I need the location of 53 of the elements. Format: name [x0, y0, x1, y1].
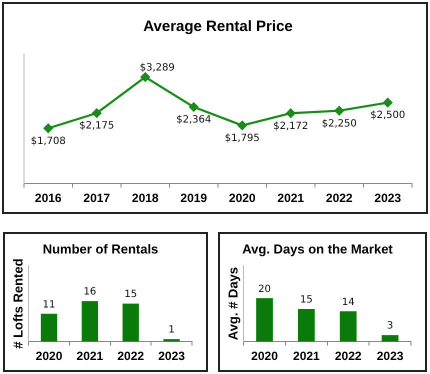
bar: [163, 339, 180, 342]
x-tick-label: 2022: [334, 349, 362, 364]
point: [92, 108, 102, 118]
bar: [82, 301, 98, 342]
data-label: $1,795: [224, 133, 260, 144]
bar: [256, 298, 273, 342]
data-label: $2,364: [176, 114, 212, 126]
bar: [298, 309, 315, 342]
point: [383, 98, 392, 108]
x-tick-label: 2023: [158, 349, 186, 364]
x-tick-label: 2021: [76, 349, 104, 364]
chart-title: Number of Rentals: [42, 241, 158, 256]
chart-title: Average Rental Price: [143, 18, 293, 36]
x-tick-label: 2020: [36, 349, 63, 364]
point: [140, 72, 150, 82]
data-label: $2,500: [370, 110, 406, 122]
data-label: $2,175: [79, 120, 114, 132]
data-label: 11: [42, 299, 56, 310]
chart-title: Avg. Days on the Market: [242, 241, 394, 256]
data-label: 15: [124, 289, 138, 300]
x-tick-label: 2023: [376, 349, 404, 364]
data-label: $3,289: [140, 62, 175, 74]
x-tick-label: 2020: [228, 191, 256, 206]
data-label: 14: [342, 296, 355, 308]
point: [44, 124, 53, 133]
data-label: 15: [300, 294, 313, 306]
data-label: 16: [84, 286, 96, 298]
x-tick-label: 2016: [34, 191, 62, 206]
x-tick-label: 2022: [326, 191, 353, 206]
x-tick-label: 2022: [117, 349, 144, 364]
bar: [340, 311, 357, 342]
x-tick-label: 2019: [180, 191, 208, 206]
point: [286, 108, 296, 118]
data-label: $1,708: [30, 136, 66, 147]
bar: [122, 304, 139, 342]
x-tick-label: 2017: [83, 191, 110, 206]
data-label: 1: [168, 324, 175, 336]
data-label: 3: [386, 320, 394, 332]
data-label: $2,172: [273, 120, 308, 132]
y-axis-title: # Lofts Rented: [10, 258, 26, 349]
y-axis-title: Avg. # Days: [225, 266, 240, 340]
x-tick-label: 2021: [293, 349, 320, 364]
x-tick-label: 2021: [277, 191, 304, 206]
point: [189, 102, 198, 112]
point: [334, 106, 344, 116]
x-tick-label: 2023: [374, 191, 402, 206]
data-label: $2,250: [322, 118, 357, 130]
bar: [382, 335, 398, 342]
data-label: 20: [258, 284, 271, 295]
point: [238, 120, 247, 130]
bar: [40, 314, 58, 342]
x-tick-label: 2020: [251, 349, 278, 364]
x-tick-label: 2018: [132, 191, 159, 206]
